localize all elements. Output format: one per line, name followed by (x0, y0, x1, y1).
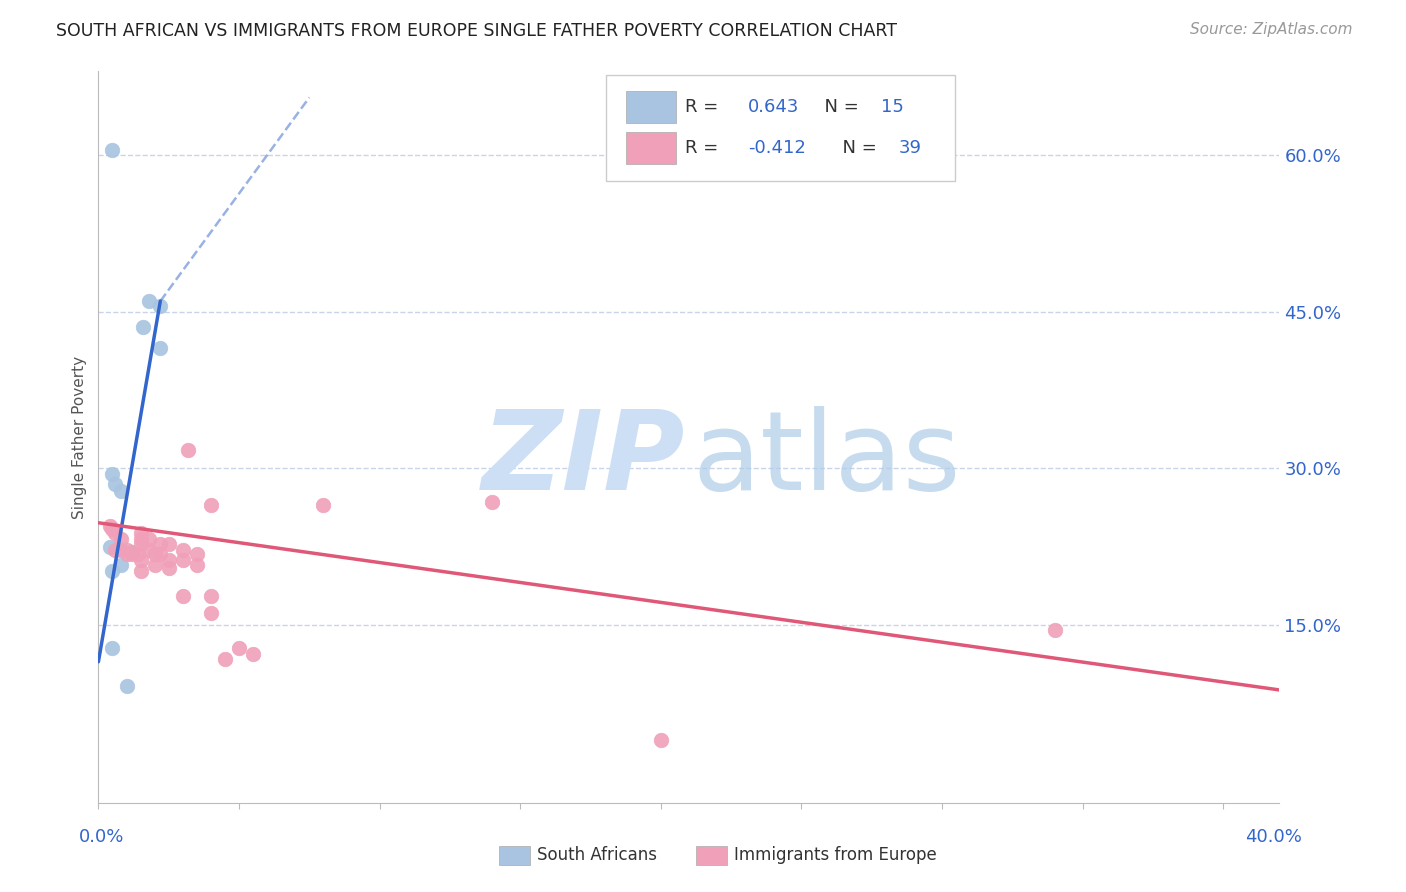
Point (186, 558, 208, 572)
Text: ZIP: ZIP (482, 406, 685, 513)
Point (200, 589, 222, 603)
Point (127, 547, 149, 561)
Point (172, 543, 194, 558)
Text: R =: R = (685, 139, 724, 157)
Point (129, 553, 152, 567)
Point (101, 522, 124, 536)
Point (157, 560, 180, 574)
Point (104, 526, 127, 541)
Point (149, 341, 172, 355)
Point (143, 547, 166, 561)
Point (1043, 624, 1066, 638)
Point (129, 536, 152, 550)
Point (132, 320, 155, 334)
Point (650, 733, 672, 747)
FancyBboxPatch shape (606, 75, 955, 181)
Text: South Africans: South Africans (537, 847, 657, 864)
Point (104, 477, 127, 491)
Point (110, 543, 132, 558)
Point (101, 641, 124, 656)
Point (121, 547, 143, 561)
Text: 15: 15 (882, 98, 904, 116)
Point (172, 589, 194, 603)
Point (242, 648, 264, 662)
Text: atlas: atlas (693, 406, 960, 513)
Text: 0.0%: 0.0% (79, 828, 124, 846)
Text: -0.412: -0.412 (748, 139, 806, 157)
Point (129, 533, 152, 547)
Point (157, 553, 180, 567)
Point (228, 641, 250, 656)
Point (101, 143, 124, 157)
Point (115, 547, 138, 561)
Point (138, 533, 160, 547)
Text: N =: N = (813, 98, 865, 116)
Point (110, 484, 132, 499)
Point (312, 498, 335, 512)
Point (172, 553, 194, 567)
Text: 40.0%: 40.0% (1246, 828, 1302, 846)
Point (101, 467, 124, 481)
Point (98, 519, 121, 533)
Text: SOUTH AFRICAN VS IMMIGRANTS FROM EUROPE SINGLE FATHER POVERTY CORRELATION CHART: SOUTH AFRICAN VS IMMIGRANTS FROM EUROPE … (56, 22, 897, 40)
Bar (626, 132, 676, 164)
Text: R =: R = (685, 98, 724, 116)
Point (481, 495, 503, 509)
Point (138, 543, 160, 558)
Point (121, 545, 143, 559)
Point (129, 564, 152, 578)
Point (138, 294, 160, 309)
Point (115, 543, 138, 558)
Point (177, 442, 200, 457)
Point (129, 526, 152, 541)
Point (110, 533, 132, 547)
Point (101, 564, 124, 578)
Point (143, 558, 166, 572)
Point (104, 543, 127, 558)
Point (200, 498, 222, 512)
Point (98, 540, 121, 554)
Point (214, 651, 236, 665)
Point (157, 536, 180, 550)
Point (149, 536, 172, 550)
Text: 39: 39 (900, 139, 922, 157)
Point (149, 547, 172, 561)
Text: N =: N = (831, 139, 882, 157)
Bar (626, 91, 676, 123)
Text: 0.643: 0.643 (748, 98, 800, 116)
Point (149, 300, 172, 314)
Text: Immigrants from Europe: Immigrants from Europe (734, 847, 936, 864)
Y-axis label: Single Father Poverty: Single Father Poverty (72, 356, 87, 518)
Point (110, 558, 132, 572)
Point (115, 679, 138, 693)
Point (200, 606, 222, 620)
Text: Source: ZipAtlas.com: Source: ZipAtlas.com (1189, 22, 1353, 37)
Point (186, 547, 208, 561)
